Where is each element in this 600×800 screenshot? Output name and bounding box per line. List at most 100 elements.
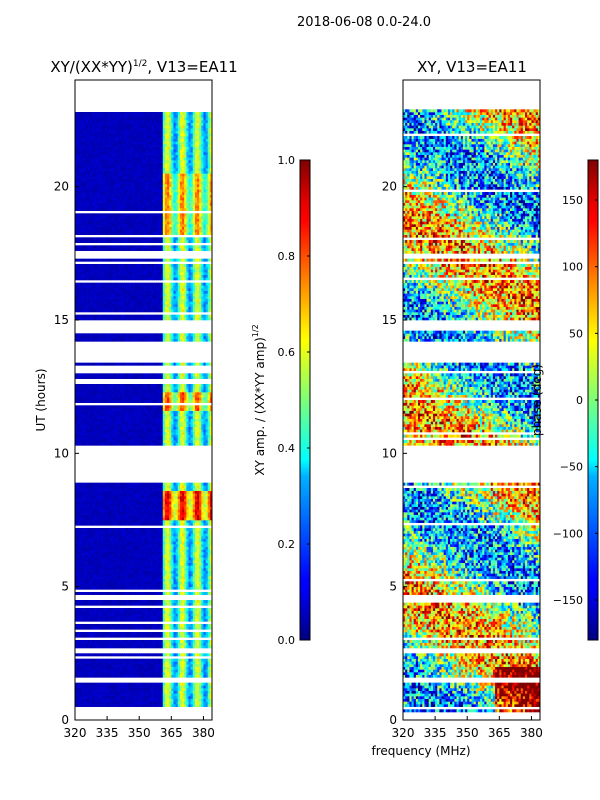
heatmap-cell [179,693,183,697]
heatmap-cell [207,504,211,507]
heatmap-cell [128,672,132,675]
heatmap-cell [147,565,151,569]
heatmap-cell [201,562,204,566]
heatmap-cell [117,616,121,619]
heatmap-cell [167,602,170,606]
heatmap-cell [188,690,191,694]
heatmap-cell [145,565,149,569]
heatmap-cell [124,624,127,627]
heatmap-cell [197,501,200,505]
heatmap-cell [179,490,183,494]
heatmap-cell [162,570,166,574]
heatmap-cell [137,669,140,673]
heatmap-cell [156,440,159,443]
heatmap-cell [175,442,179,446]
heatmap-cell [109,544,112,547]
heatmap-cell [102,554,106,558]
heatmap-cell [102,640,106,643]
heatmap-cell [92,632,95,635]
heatmap-cell [147,658,151,662]
heatmap-cell [158,570,162,574]
heatmap-cell [173,485,177,489]
heatmap-cell [160,640,164,643]
heatmap-cell [175,504,179,507]
heatmap-cell [164,549,168,553]
heatmap-cell [128,482,132,486]
heatmap-cell [207,437,211,441]
heatmap-cell [104,674,108,678]
heatmap-cell [199,600,202,603]
heatmap-cell [143,506,147,510]
heatmap-cell [94,549,97,553]
heatmap-cell [188,645,191,649]
heatmap-cell [201,698,204,702]
heatmap-cell [147,576,151,579]
heatmap-cell [113,626,117,630]
heatmap-cell [171,685,174,689]
heatmap-cell [199,634,202,638]
heatmap-cell [145,610,149,614]
heatmap-cell [102,512,106,515]
heatmap-cell [137,693,140,697]
heatmap-cell [111,701,114,705]
heatmap-cell [164,586,168,590]
heatmap-cell [134,504,138,507]
heatmap-cell [98,693,102,697]
heatmap-cell [102,613,106,617]
heatmap-cell [154,602,157,606]
heatmap-cell [87,690,91,694]
heatmap-cell [186,624,189,627]
heatmap-cell [184,514,187,518]
heatmap-cell [113,618,117,622]
heatmap-cell [113,522,117,526]
heatmap-cell [143,538,147,542]
heatmap-cell [145,690,149,694]
heatmap-cell [188,530,191,534]
heatmap-cell [134,653,138,657]
heatmap-cell [145,640,149,643]
heatmap-cell [194,520,198,523]
heatmap-cell [100,442,104,446]
heatmap-cell [89,661,93,665]
heatmap-cell [124,520,127,523]
heatmap-cell [164,704,168,707]
heatmap-cell [81,632,84,635]
heatmap-cell [130,549,134,553]
heatmap-cell [96,584,99,587]
heatmap-cell [79,429,82,433]
heatmap-cell [119,618,123,622]
heatmap-cell [162,693,166,697]
heatmap-cell [199,482,202,486]
heatmap-cell [104,546,108,550]
heatmap-cell [192,552,196,555]
heatmap-cell [85,488,89,491]
heatmap-cell [100,696,104,699]
heatmap-cell [92,434,95,438]
heatmap-cell [137,682,140,686]
heatmap-cell [179,685,183,689]
heatmap-cell [117,592,121,595]
heatmap-cell [113,538,117,542]
heatmap-cell [117,613,121,617]
heatmap-cell [190,522,194,526]
heatmap-cell [83,624,87,627]
heatmap-cell [122,485,125,489]
heatmap-cell [89,602,93,606]
heatmap-cell [154,632,157,635]
heatmap-cell [141,666,144,670]
heatmap-cell [179,517,183,521]
heatmap-cell [102,608,106,611]
heatmap-cell [124,576,127,579]
heatmap-cell [167,506,170,510]
heatmap-cell [79,512,82,515]
heatmap-cell [87,522,91,526]
heatmap-cell [207,538,211,542]
heatmap-cell [85,690,89,694]
heatmap-cell [141,613,144,617]
heatmap-cell [205,624,209,627]
heatmap-cell [122,557,125,561]
heatmap-cell [182,672,185,675]
heatmap-cell [152,640,155,643]
heatmap-cell [122,608,125,611]
heatmap-cell [177,437,181,441]
